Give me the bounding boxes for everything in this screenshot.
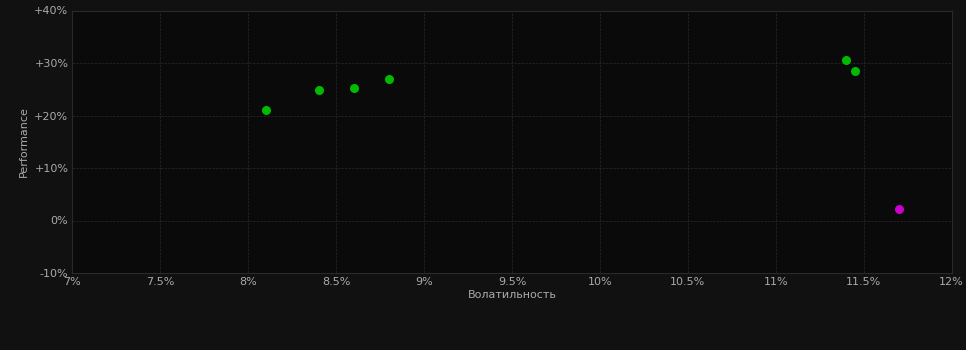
Point — [838, 57, 854, 63]
Point — [382, 76, 397, 82]
Point — [847, 69, 863, 74]
Point — [891, 206, 906, 212]
Y-axis label: Performance: Performance — [18, 106, 29, 177]
Point — [311, 87, 327, 92]
Point — [346, 85, 361, 91]
Point — [258, 107, 273, 113]
X-axis label: Волатильность: Волатильность — [468, 290, 556, 300]
